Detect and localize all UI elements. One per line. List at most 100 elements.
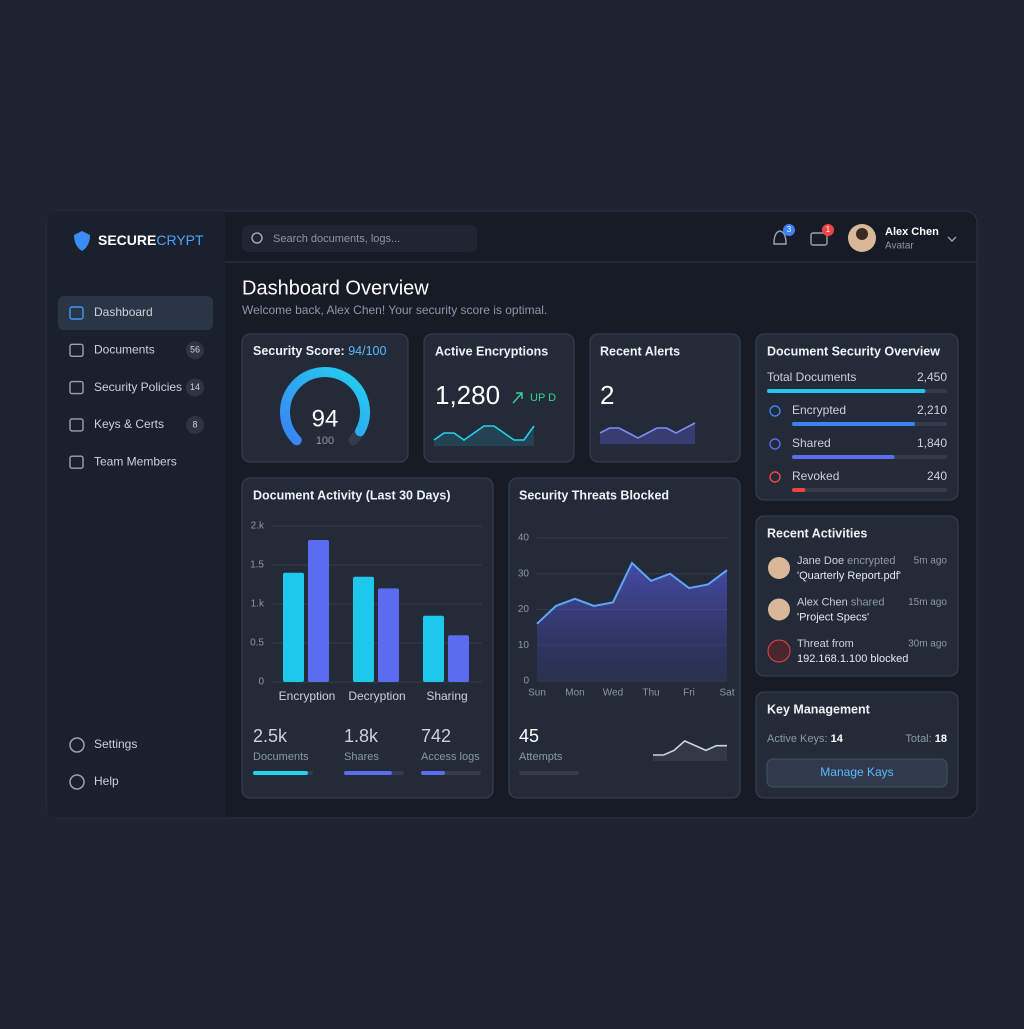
nav-icon — [69, 306, 84, 320]
activities-card — [755, 515, 959, 677]
user-name: Alex Chen — [885, 226, 939, 238]
score-card — [241, 333, 409, 463]
y-tick-label: 0.5 — [250, 638, 264, 649]
y-tick-label: 0 — [523, 676, 529, 687]
alert-count: 3 — [787, 225, 792, 234]
activity-avatar — [767, 639, 791, 663]
active-label: Active Keys: — [767, 733, 828, 745]
chart-title: Security Threats Blocked — [519, 488, 669, 502]
nav-badge — [186, 341, 204, 360]
bar — [308, 540, 329, 682]
nav-label[interactable]: Settings — [94, 737, 137, 751]
y-tick-label: 40 — [518, 533, 530, 544]
nav-label[interactable]: Security Policies — [94, 380, 182, 394]
nav-icon — [69, 418, 84, 432]
bar — [353, 576, 374, 682]
bar — [283, 572, 304, 682]
nav-badge-count: 14 — [190, 382, 200, 392]
brand-first: SECURE — [98, 232, 156, 248]
card-title: Key Management — [767, 702, 871, 716]
card-title: Document Security Overview — [767, 344, 940, 358]
y-tick-label: 20 — [518, 604, 530, 615]
mail-icon[interactable] — [810, 232, 828, 246]
activity-actor: Alex Chen — [797, 596, 848, 608]
x-tick-label: Encryption — [279, 689, 336, 703]
threat-value: 45 — [519, 726, 539, 746]
card-title: Active Encryptions — [435, 344, 548, 358]
bar — [423, 615, 444, 682]
bell-icon[interactable] — [773, 230, 787, 245]
stat-value: 742 — [421, 726, 451, 746]
activity-action: encrypted — [844, 555, 895, 567]
nav-icon — [69, 343, 84, 357]
nav-badge-count: 56 — [190, 345, 200, 355]
activity-time: 30m ago — [908, 639, 947, 650]
progress-fill — [253, 771, 308, 775]
manage-button[interactable] — [766, 758, 948, 788]
alert-badge — [783, 224, 795, 236]
user-menu[interactable] — [947, 236, 957, 242]
row-icon — [769, 405, 781, 417]
stat-label: Access logs — [421, 751, 480, 763]
activity-action: shared — [848, 596, 885, 608]
card-title: Security Score: 94/100 — [253, 344, 386, 358]
row-label: Shared — [792, 436, 831, 450]
activity-time: 5m ago — [914, 556, 948, 567]
sidebar — [47, 211, 225, 818]
row-track — [792, 488, 947, 492]
y-tick-label: 2.k — [251, 521, 265, 532]
search-box[interactable] — [242, 225, 477, 252]
line — [536, 561, 728, 625]
manage-button-label[interactable]: Manage Kays — [820, 765, 893, 779]
row-bar — [792, 422, 916, 426]
nav-label[interactable]: Keys & Certs — [94, 417, 164, 431]
y-tick-label: 0 — [258, 677, 264, 688]
nav-label[interactable]: Help — [94, 774, 119, 788]
activity-line: Jane Doe encrypted — [797, 555, 895, 567]
bar — [378, 588, 399, 682]
total-label: Total: — [905, 733, 931, 745]
message-badge — [822, 224, 834, 236]
y-tick-label: 30 — [518, 568, 530, 579]
activity-avatar — [768, 598, 790, 621]
activity-time: 15m ago — [908, 597, 947, 608]
search-icon — [251, 232, 263, 244]
y-tick-label: 1.5 — [250, 560, 264, 571]
nav-footer: Settings Help — [69, 737, 137, 790]
row-label: Revoked — [792, 469, 839, 483]
nav-badge — [186, 378, 204, 397]
x-tick-label: Decryption — [348, 689, 405, 703]
row-bar — [792, 488, 806, 492]
activity-actor: Threat from — [797, 638, 854, 650]
progress-track — [519, 771, 579, 775]
stat-label: Shares — [344, 751, 379, 763]
y-tick-label: 10 — [518, 640, 530, 651]
row-value: 2,210 — [917, 403, 947, 417]
bar — [448, 635, 469, 682]
row-label: Encrypted — [792, 403, 846, 417]
card-title: Recent Alerts — [600, 344, 680, 358]
trend-arrow — [512, 392, 523, 404]
nav-active[interactable] — [58, 296, 213, 330]
activity-target: 'Quarterly Report.pdf' — [797, 570, 901, 582]
activity-line: Alex Chen shared — [797, 596, 884, 608]
total-keys: Total: 18 — [905, 733, 947, 745]
score-value: 94 — [312, 405, 339, 432]
trend-label: UP D — [530, 392, 556, 404]
x-tick-label: Sharing — [426, 689, 467, 703]
x-tick-label: Mon — [565, 688, 584, 699]
nav-label[interactable]: Dashboard — [94, 305, 153, 319]
activity-target: 192.168.1.100 blocked — [797, 653, 908, 665]
x-tick-label: Fri — [683, 688, 695, 699]
x-tick-label: Sun — [528, 688, 546, 699]
active-keys: Active Keys: 14 — [767, 733, 844, 745]
search-placeholder: Search documents, logs... — [273, 233, 400, 245]
sparkline-area — [653, 741, 727, 761]
x-tick-label: Thu — [642, 688, 659, 699]
encryptions-value: 1,280 — [435, 380, 500, 410]
settings-icon — [69, 737, 85, 753]
nav-label[interactable]: Documents — [94, 342, 155, 356]
area — [537, 563, 727, 681]
nav-label[interactable]: Team Members — [94, 454, 177, 468]
